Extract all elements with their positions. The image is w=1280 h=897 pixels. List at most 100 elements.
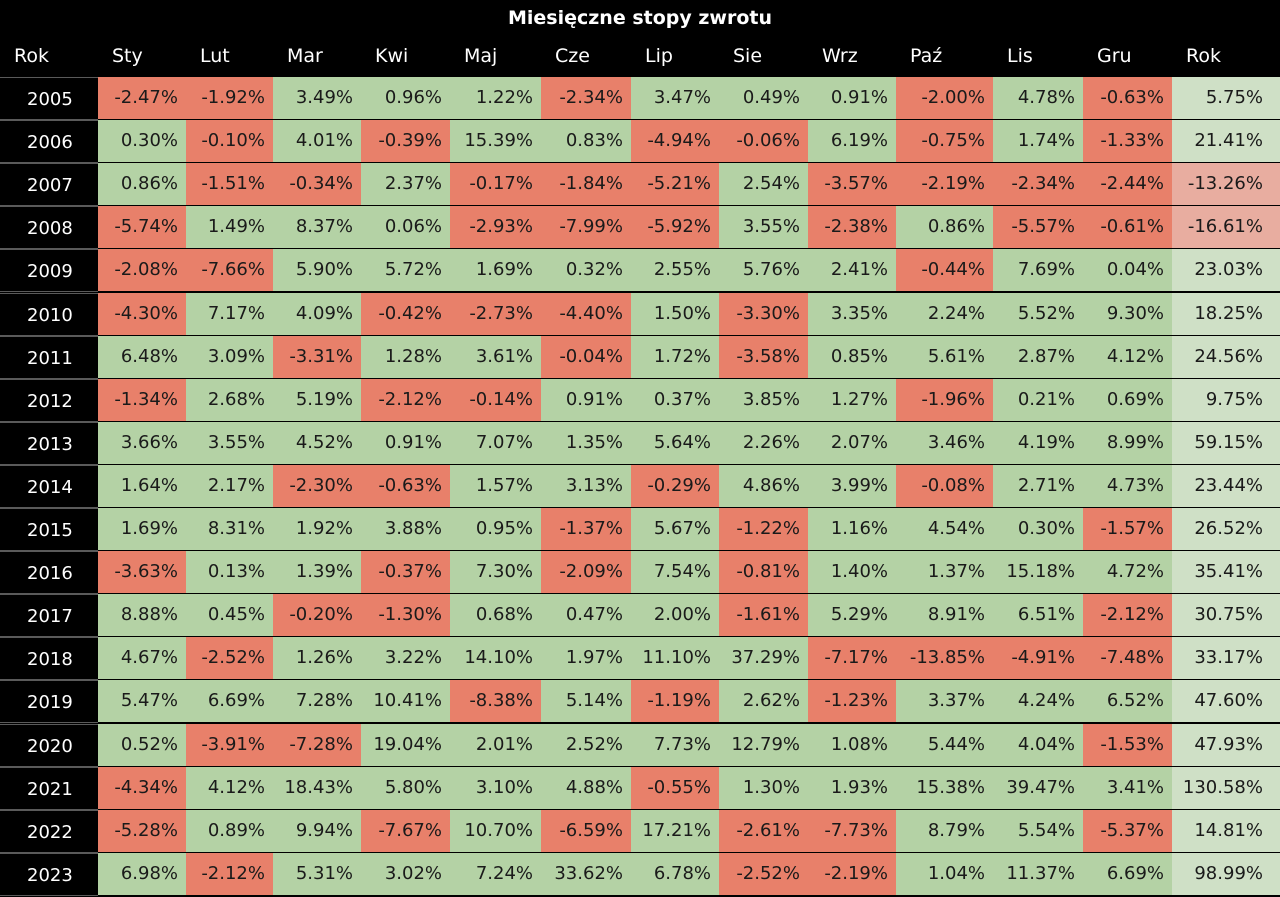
monthly-return-cell: 0.32% — [541, 249, 631, 293]
annual-return-cell: 47.60% — [1172, 680, 1280, 724]
monthly-return-cell: 3.41% — [1083, 766, 1172, 810]
monthly-return-cell: 8.88% — [98, 594, 186, 638]
annual-return-cell: -13.26% — [1172, 163, 1280, 207]
monthly-return-cell: 3.46% — [896, 421, 993, 465]
monthly-return-cell: 8.99% — [1083, 421, 1172, 465]
monthly-return-cell: 5.80% — [361, 766, 450, 810]
year-label: 2012 — [0, 378, 98, 422]
monthly-return-cell: 0.52% — [98, 723, 186, 767]
monthly-return-cell: 18.43% — [273, 766, 361, 810]
monthly-return-cell: 6.48% — [98, 335, 186, 379]
monthly-return-cell: 1.69% — [98, 508, 186, 552]
header-month: Kwi — [375, 45, 409, 67]
monthly-return-cell: 2.00% — [631, 594, 719, 638]
monthly-return-cell: -2.34% — [993, 163, 1083, 207]
monthly-return-cell: 39.47% — [993, 766, 1083, 810]
monthly-return-cell: -0.42% — [361, 292, 450, 336]
monthly-return-cell: 1.16% — [808, 508, 896, 552]
monthly-return-cell: -7.17% — [808, 637, 896, 681]
monthly-return-cell: 4.12% — [1083, 335, 1172, 379]
monthly-return-cell: 3.61% — [450, 335, 541, 379]
monthly-return-cell: 2.37% — [361, 163, 450, 207]
annual-return-cell: 35.41% — [1172, 551, 1280, 595]
monthly-return-cell: -0.37% — [361, 551, 450, 595]
monthly-return-cell: -1.23% — [808, 680, 896, 724]
monthly-return-cell: -0.75% — [896, 120, 993, 164]
monthly-return-cell: 37.29% — [719, 637, 808, 681]
year-label: 2006 — [0, 120, 98, 164]
monthly-return-cell: 0.83% — [541, 120, 631, 164]
header-month: Maj — [464, 45, 498, 67]
monthly-return-cell: -0.08% — [896, 464, 993, 508]
monthly-return-cell: 5.44% — [896, 723, 993, 767]
header-month: Lis — [1007, 45, 1033, 67]
monthly-return-cell: 10.41% — [361, 680, 450, 724]
monthly-return-cell: 3.55% — [186, 421, 273, 465]
annual-return-cell: 30.75% — [1172, 594, 1280, 638]
monthly-return-cell: -2.00% — [896, 77, 993, 121]
monthly-return-cell: -0.20% — [273, 594, 361, 638]
monthly-return-cell: 15.39% — [450, 120, 541, 164]
monthly-return-cell: 0.68% — [450, 594, 541, 638]
header-year: Rok — [14, 45, 49, 67]
monthly-return-cell: 0.91% — [541, 378, 631, 422]
monthly-return-cell: 3.47% — [631, 77, 719, 121]
monthly-return-cell: -3.58% — [719, 335, 808, 379]
year-label: 2008 — [0, 206, 98, 250]
monthly-return-cell: 7.69% — [993, 249, 1083, 293]
monthly-return-cell: 0.37% — [631, 378, 719, 422]
monthly-return-cell: -2.73% — [450, 292, 541, 336]
monthly-return-cell: -0.55% — [631, 766, 719, 810]
monthly-return-cell: 3.66% — [98, 421, 186, 465]
monthly-return-cell: 4.67% — [98, 637, 186, 681]
year-label: 2009 — [0, 249, 98, 293]
monthly-return-cell: 8.79% — [896, 809, 993, 853]
year-label: 2015 — [0, 508, 98, 552]
monthly-return-cell: 2.26% — [719, 421, 808, 465]
monthly-return-cell: 14.10% — [450, 637, 541, 681]
year-label: 2011 — [0, 335, 98, 379]
monthly-return-cell: 5.54% — [993, 809, 1083, 853]
monthly-return-cell: 3.02% — [361, 852, 450, 896]
monthly-return-cell: -5.37% — [1083, 809, 1172, 853]
year-label: 2013 — [0, 421, 98, 465]
monthly-return-cell: -4.30% — [98, 292, 186, 336]
year-label: 2021 — [0, 766, 98, 810]
monthly-return-cell: 7.17% — [186, 292, 273, 336]
monthly-return-cell: -2.08% — [98, 249, 186, 293]
monthly-return-cell: 3.10% — [450, 766, 541, 810]
monthly-return-cell: -4.34% — [98, 766, 186, 810]
monthly-return-cell: 3.13% — [541, 464, 631, 508]
monthly-return-cell: 1.50% — [631, 292, 719, 336]
monthly-return-cell: -0.34% — [273, 163, 361, 207]
monthly-return-cell: -2.19% — [896, 163, 993, 207]
monthly-return-cell: -5.28% — [98, 809, 186, 853]
monthly-return-cell: 0.96% — [361, 77, 450, 121]
monthly-return-cell: 1.30% — [719, 766, 808, 810]
monthly-return-cell: -0.29% — [631, 464, 719, 508]
monthly-return-cell: -8.38% — [450, 680, 541, 724]
annual-return-cell: 98.99% — [1172, 852, 1280, 896]
monthly-return-cell: -2.19% — [808, 852, 896, 896]
monthly-return-cell: 2.55% — [631, 249, 719, 293]
monthly-return-cell: 0.85% — [808, 335, 896, 379]
monthly-return-cell: 4.88% — [541, 766, 631, 810]
monthly-return-cell: 3.49% — [273, 77, 361, 121]
monthly-return-cell: 2.54% — [719, 163, 808, 207]
monthly-return-cell: -7.67% — [361, 809, 450, 853]
monthly-return-cell: 9.94% — [273, 809, 361, 853]
monthly-return-cell: 5.19% — [273, 378, 361, 422]
monthly-return-cell: -2.12% — [186, 852, 273, 896]
monthly-return-cell: 6.69% — [186, 680, 273, 724]
monthly-return-cell: 5.61% — [896, 335, 993, 379]
monthly-return-cell: 2.41% — [808, 249, 896, 293]
monthly-return-cell: 6.52% — [1083, 680, 1172, 724]
monthly-return-cell: 5.31% — [273, 852, 361, 896]
monthly-return-cell: 0.89% — [186, 809, 273, 853]
monthly-return-cell: 0.86% — [98, 163, 186, 207]
monthly-return-cell: 0.49% — [719, 77, 808, 121]
monthly-return-cell: -0.39% — [361, 120, 450, 164]
monthly-return-cell: 4.78% — [993, 77, 1083, 121]
monthly-return-cell: 7.54% — [631, 551, 719, 595]
